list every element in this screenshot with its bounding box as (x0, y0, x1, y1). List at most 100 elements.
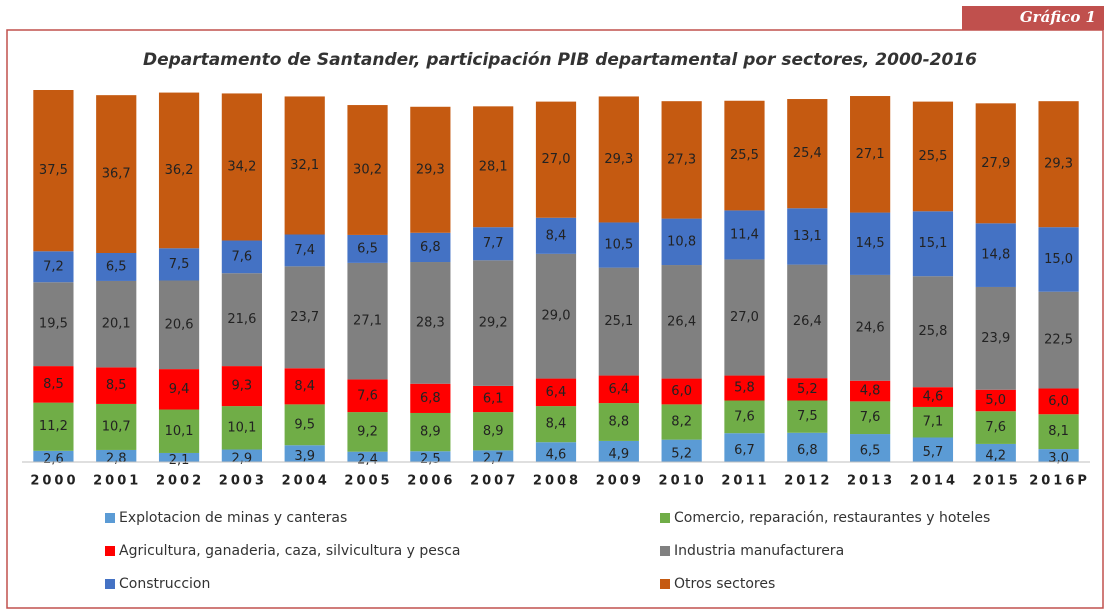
data-label: 10,8 (667, 234, 696, 249)
bar-segment (410, 106, 451, 233)
bar-segment (284, 266, 325, 369)
data-label: 27,9 (981, 156, 1010, 171)
bar-segment (410, 383, 451, 413)
bar-segment (787, 208, 828, 265)
data-label: 29,0 (542, 309, 571, 324)
legend-label: Otros sectores (674, 576, 775, 592)
data-label: 37,5 (39, 163, 68, 178)
bar-segment (661, 404, 702, 440)
data-label: 2,8 (106, 451, 127, 466)
bar-segment (1038, 101, 1079, 228)
bar-segment (598, 440, 639, 462)
bar-segment (410, 451, 451, 462)
data-label: 3,9 (294, 449, 315, 464)
bar-segment (850, 434, 891, 462)
bar-segment (724, 259, 765, 376)
data-label: 27,0 (730, 310, 759, 325)
bar-segment (661, 101, 702, 219)
data-label: 7,1 (923, 415, 944, 430)
data-label: 29,3 (604, 152, 633, 167)
bar-segment (284, 368, 325, 405)
badge: Gráfico 1 (1020, 8, 1096, 26)
bar-segment (975, 411, 1016, 444)
badge-box (962, 6, 1104, 30)
bar-segment (850, 212, 891, 275)
bar-segment (96, 449, 137, 462)
bar-segment (724, 375, 765, 401)
bar-segment (535, 442, 577, 462)
bar-segment (1038, 291, 1079, 389)
data-label: 9,3 (232, 379, 253, 394)
data-label: 6,1 (483, 391, 504, 406)
bar-segment (473, 227, 514, 261)
data-label: 20,1 (102, 317, 131, 332)
x-tick-label: 2003 (219, 474, 267, 489)
bar-segment (33, 251, 74, 283)
bar-segment (1038, 227, 1079, 292)
data-label: 3,0 (1048, 451, 1069, 466)
data-label: 8,4 (546, 417, 567, 432)
bar-segment (850, 380, 891, 402)
data-label: 21,6 (227, 312, 256, 327)
bar-segment (33, 90, 74, 252)
data-label: 19,5 (39, 317, 68, 332)
x-tick-label: 2009 (596, 474, 644, 489)
data-label: 6,7 (734, 443, 755, 458)
data-label: 23,7 (290, 310, 319, 325)
bar-segment (975, 103, 1016, 224)
data-label: 5,2 (797, 382, 818, 397)
bar-segment (158, 280, 200, 370)
data-label: 10,1 (227, 420, 256, 435)
data-label: 4,6 (923, 390, 944, 405)
data-label: 8,8 (608, 415, 629, 430)
data-label: 8,5 (43, 377, 64, 392)
bar-segment (787, 378, 828, 401)
bar-segment (473, 106, 514, 228)
x-tick-label: 2002 (156, 474, 204, 489)
bar-segment (661, 378, 702, 405)
data-label: 8,2 (671, 415, 692, 430)
bar-segment (158, 369, 200, 410)
data-label: 23,9 (981, 331, 1010, 346)
data-label: 7,6 (232, 249, 253, 264)
data-label: 4,6 (546, 448, 567, 463)
data-label: 15,1 (918, 236, 947, 251)
bar-segment (661, 218, 702, 266)
bar-segment (535, 217, 577, 254)
data-label: 10,5 (604, 238, 633, 253)
bar-segment (96, 95, 137, 253)
x-tick-label: 2013 (847, 474, 895, 489)
bar-segment (221, 93, 262, 241)
bar-segment (598, 403, 639, 441)
bar-segment (221, 449, 262, 462)
data-label: 7,6 (985, 420, 1006, 435)
data-label: 9,5 (294, 417, 315, 432)
bar-segment (158, 92, 200, 249)
data-label: 6,8 (420, 391, 441, 406)
data-label: 4,8 (860, 384, 881, 399)
bar-segment (850, 96, 891, 213)
bar-segment (347, 262, 388, 380)
legend-swatch (105, 546, 115, 556)
data-label: 7,6 (357, 388, 378, 403)
data-label: 27,1 (856, 147, 885, 162)
bar-segment (158, 452, 200, 462)
legend-swatch (660, 579, 670, 589)
bar-segment (284, 234, 325, 267)
bar-segment (473, 450, 514, 462)
data-label: 2,1 (169, 453, 190, 468)
data-label: 29,3 (1044, 157, 1073, 172)
legend-swatch (660, 546, 670, 556)
bar-segment (347, 105, 388, 235)
data-label: 26,4 (667, 314, 696, 329)
bar-segment (975, 389, 1016, 412)
x-tick-label: 2000 (30, 474, 78, 489)
data-label: 26,4 (793, 314, 822, 329)
bar-segment (221, 406, 262, 450)
legend-label: Comercio, reparación, restaurantes y hot… (674, 510, 990, 526)
data-label: 2,5 (420, 452, 441, 467)
data-label: 28,3 (416, 315, 445, 330)
data-label: 15,0 (1044, 252, 1073, 267)
data-label: 9,2 (357, 424, 378, 439)
